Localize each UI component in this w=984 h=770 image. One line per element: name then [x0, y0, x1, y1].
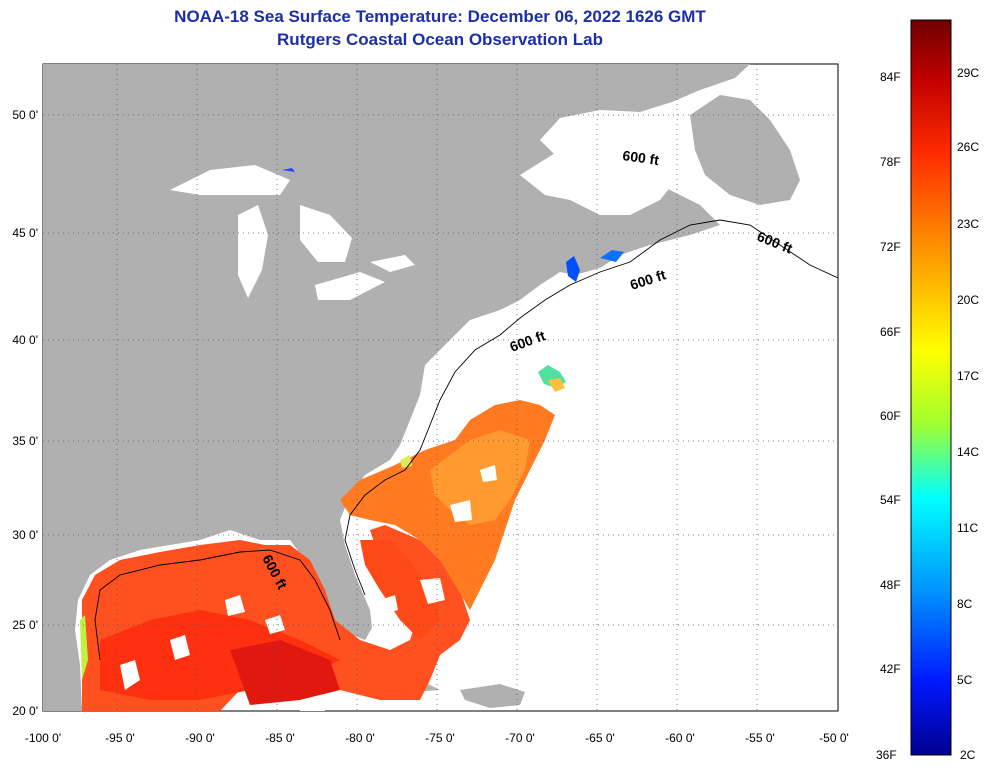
colorbar-f-label: 66F [880, 325, 901, 339]
lat-tick-label: 20 0' [12, 704, 38, 718]
lat-tick-label: 30 0' [12, 528, 38, 542]
colorbar-c-label: 11C [957, 521, 979, 535]
colorbar [910, 19, 952, 756]
colorbar-f-label: 42F [880, 662, 901, 676]
cloud-mask [120, 465, 497, 711]
depth-label: 600 ft [622, 147, 661, 168]
map-subtitle: Rutgers Coastal Ocean Observation Lab [277, 30, 603, 49]
hispaniola [460, 684, 525, 708]
colorbar-c-label: 2C [960, 748, 976, 762]
map-title: NOAA-18 Sea Surface Temperature: Decembe… [174, 7, 706, 26]
lon-axis: -100 0' -95 0' -90 0' -85 0' -80 0' -75 … [25, 731, 849, 745]
lon-tick-label: -55 0' [745, 731, 775, 745]
lon-tick-label: -50 0' [819, 731, 849, 745]
colorbar-c-label: 17C [957, 369, 980, 383]
colorbar-f-label: 60F [880, 409, 901, 423]
colorbar-f-label: 72F [880, 240, 901, 254]
lat-tick-label: 40 0' [12, 333, 38, 347]
lat-tick-label: 35 0' [12, 434, 38, 448]
gulf-contour [94, 549, 341, 661]
lon-tick-label: -80 0' [345, 731, 375, 745]
lon-tick-label: -65 0' [585, 731, 615, 745]
lon-tick-label: -70 0' [505, 731, 535, 745]
lon-tick-label: -90 0' [185, 731, 215, 745]
lat-axis: 50 0' 45 0' 40 0' 35 0' 30 0' 25 0' 20 0… [12, 108, 38, 718]
lat-tick-label: 50 0' [12, 108, 38, 122]
colorbar-c-label: 14C [957, 445, 980, 459]
lat-tick-label: 45 0' [12, 226, 38, 240]
great-lakes [170, 165, 415, 300]
colorbar-f-label: 36F [876, 748, 897, 762]
colorbar-c-label: 26C [957, 140, 980, 154]
colorbar-c-label: 23C [957, 217, 980, 231]
colorbar-f-label: 54F [880, 493, 901, 507]
colorbar-c-label: 20C [957, 293, 980, 307]
lon-tick-label: -85 0' [265, 731, 295, 745]
colorbar-f-label: 48F [880, 578, 901, 592]
newfoundland [690, 95, 800, 205]
land-mass [43, 64, 750, 711]
lon-tick-label: -75 0' [425, 731, 455, 745]
nova-scotia [578, 225, 640, 270]
lat-tick-label: 25 0' [12, 618, 38, 632]
colorbar-f-label: 84F [880, 70, 901, 84]
st-lawrence [520, 130, 680, 215]
depth-contour [344, 219, 838, 596]
colorbar-f-label: 78F [880, 155, 901, 169]
lon-tick-label: -95 0' [105, 731, 135, 745]
lon-tick-label: -100 0' [25, 731, 61, 745]
colorbar-c-label: 8C [957, 597, 973, 611]
colorbar-c-label: 29C [957, 66, 980, 80]
lon-tick-label: -60 0' [665, 731, 695, 745]
colorbar-c-label: 5C [957, 673, 973, 687]
